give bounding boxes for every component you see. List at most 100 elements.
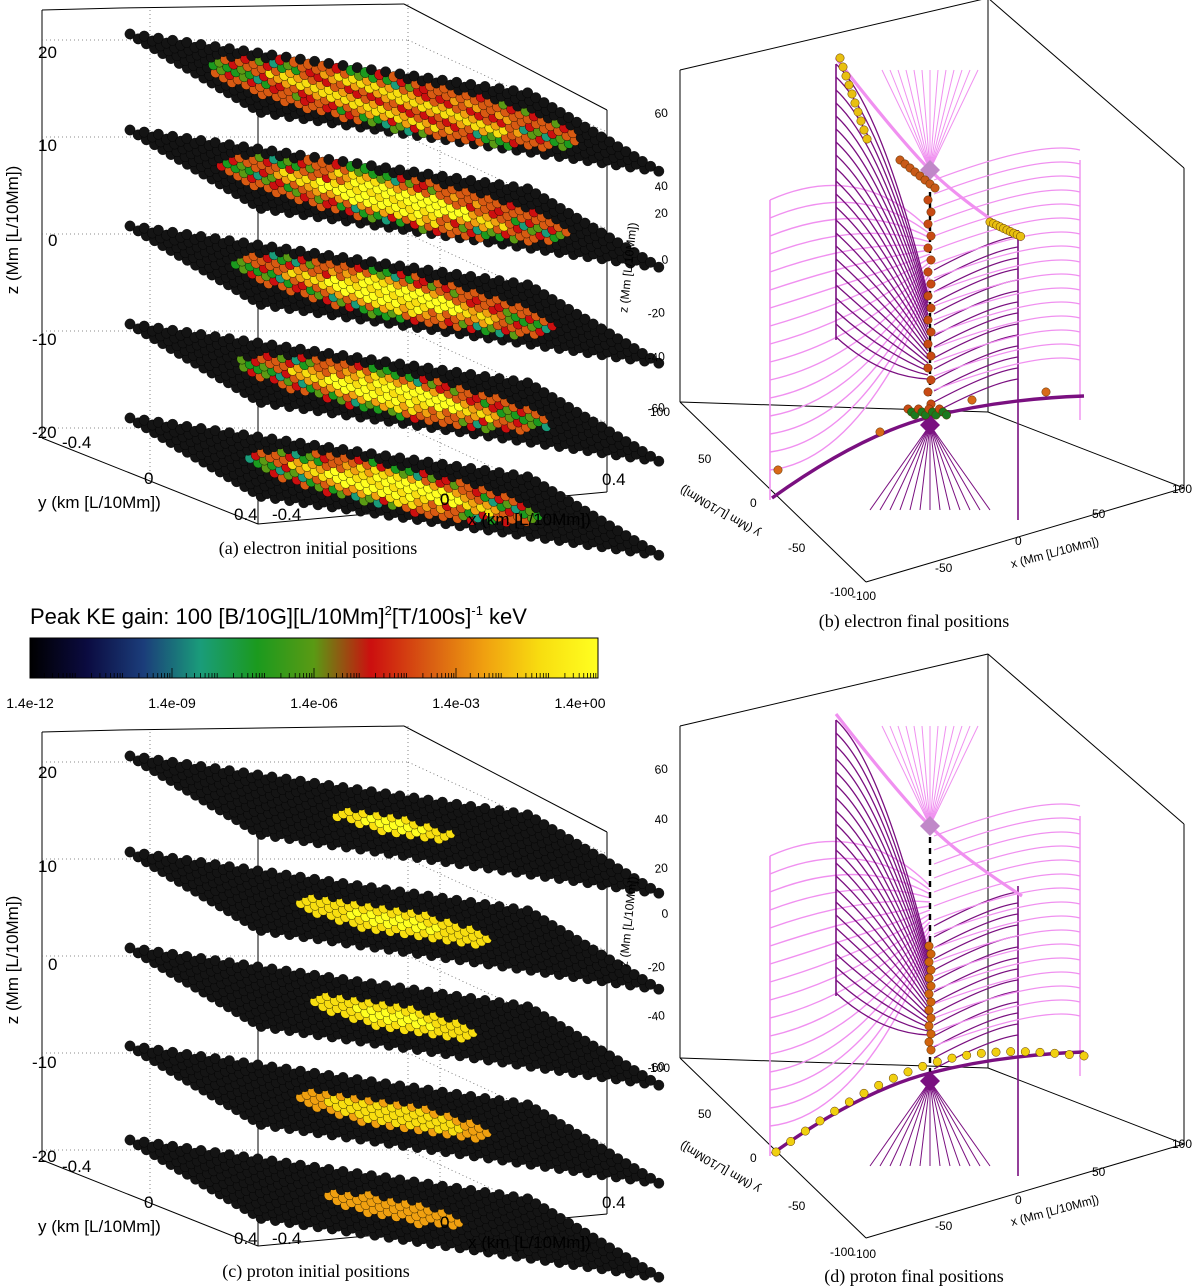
bead (530, 92, 542, 104)
bead (380, 66, 391, 78)
bead (181, 132, 193, 144)
bead (238, 141, 250, 153)
bead (637, 251, 648, 263)
bead (596, 131, 607, 143)
grid-line (407, 136, 608, 230)
bead (124, 28, 136, 40)
bead (579, 217, 591, 229)
bead (309, 151, 320, 163)
bead (628, 247, 640, 258)
bead (587, 126, 599, 138)
bead (167, 226, 179, 238)
z-tick-0: 0 (48, 231, 57, 250)
panel-a-z-ticks: 20 10 0 -10 -20 (32, 43, 57, 442)
bead (479, 177, 491, 188)
bead (181, 228, 193, 240)
bead (323, 153, 335, 165)
colorbar-title-mid: [T/100s] (392, 604, 471, 629)
colorbar-tick-1: 1.4e-09 (148, 695, 196, 711)
bead (238, 237, 250, 249)
bead (138, 30, 150, 42)
bead (195, 39, 207, 50)
bead (653, 455, 665, 467)
bead (408, 70, 420, 82)
box-edge (119, 3, 405, 9)
bead (546, 198, 558, 209)
bead (538, 97, 550, 109)
bead (587, 222, 599, 234)
bead (280, 51, 292, 63)
grid-line (407, 330, 608, 424)
x-tick-neg04: -0.4 (272, 505, 301, 524)
bead (451, 76, 462, 88)
bead (351, 62, 363, 73)
bead (628, 151, 640, 162)
bead (596, 227, 607, 239)
panel-a-y-label: y (km [L/10Mm]) (38, 493, 161, 512)
box-edge (119, 725, 405, 731)
bead (508, 181, 519, 193)
bead (422, 168, 434, 180)
grid-line (407, 427, 608, 521)
bead (604, 232, 615, 244)
panel-a-z-label: z (Mm [L/10Mm]) (3, 166, 22, 294)
bead (563, 207, 574, 219)
bead (294, 149, 306, 161)
z-tick-neg20: -20 (32, 423, 57, 442)
bead (538, 193, 550, 205)
grid-line (407, 233, 608, 327)
bead (380, 162, 391, 174)
bead (337, 156, 349, 167)
panel-c: 20 10 0 -10 -20 z (Mm [L/10Mm]) -0.4 0 0… (3, 725, 665, 1283)
bead (138, 222, 150, 234)
bead (408, 166, 420, 178)
bead (252, 239, 264, 251)
box-edge (41, 7, 121, 11)
bead (436, 74, 448, 86)
bead (294, 53, 306, 65)
bead (152, 224, 164, 236)
panel-a-caption: (a) electron initial positions (219, 538, 417, 559)
colorbar-tick-2: 1.4e-06 (290, 695, 338, 711)
bead (571, 116, 583, 128)
x-tick-0: 0 (440, 490, 449, 509)
z-tick-20: 20 (38, 43, 57, 62)
bead (422, 72, 434, 84)
bead (351, 158, 363, 170)
colorbar-title-unit: keV (483, 604, 527, 629)
bead (522, 183, 533, 195)
bead (465, 174, 477, 186)
bead (522, 87, 533, 99)
colorbar-tick-0: 1.4e-12 (6, 695, 54, 711)
bead (337, 60, 349, 71)
box-edge (41, 729, 121, 733)
bead (223, 235, 235, 247)
bead (571, 212, 583, 224)
bead (653, 261, 665, 273)
bead (223, 43, 235, 55)
bead (493, 83, 505, 95)
colorbar-tick-3: 1.4e-03 (432, 695, 480, 711)
bead (612, 141, 624, 153)
bead (612, 237, 624, 249)
bead (266, 49, 278, 61)
colorbar-title: Peak KE gain: 100 [B/10G][L/10Mm]2[T/100… (30, 603, 527, 629)
bead (280, 147, 292, 159)
colorbar-title-sup2: -1 (471, 603, 483, 618)
bead (555, 202, 566, 214)
bead (167, 34, 179, 46)
bead (479, 81, 491, 92)
bead (645, 160, 656, 172)
z-tick-neg10: -10 (32, 330, 57, 349)
bead (195, 135, 207, 146)
bead (181, 37, 193, 48)
bead (223, 139, 235, 151)
bead (152, 32, 164, 44)
bead (653, 887, 665, 899)
bead (238, 45, 250, 57)
y-tick-neg04: -0.4 (62, 433, 91, 452)
colorbar-title-main: Peak KE gain: 100 [B/10G][L/10Mm] (30, 604, 385, 629)
panel-a-beads (124, 28, 665, 561)
bead (394, 68, 406, 80)
